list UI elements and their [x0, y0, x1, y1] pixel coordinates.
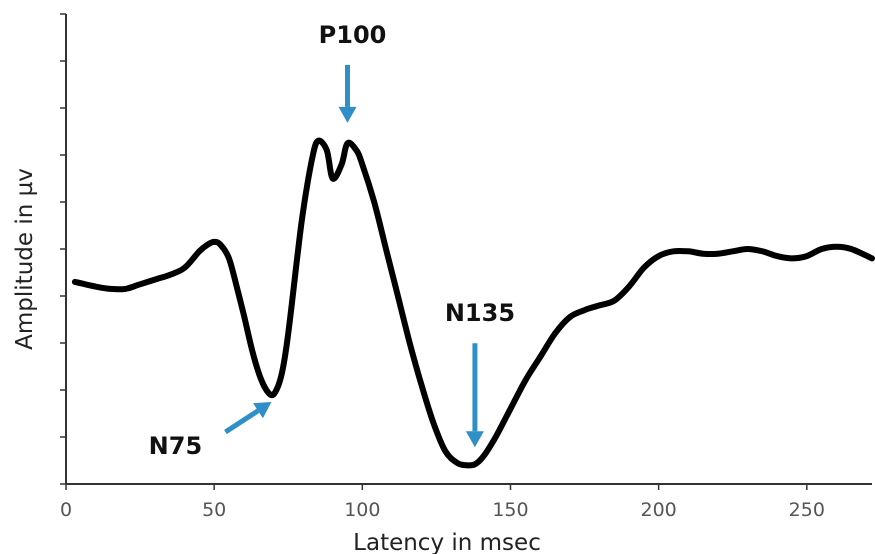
x-tick-label: 100 [344, 499, 380, 521]
peak-label-p100: P100 [319, 21, 387, 49]
x-axis-title: Latency in msec [353, 530, 541, 554]
arrow-shaft [224, 408, 260, 435]
peak-label-n135: N135 [445, 299, 515, 327]
arrow-head [253, 402, 272, 419]
x-tick-label: 150 [492, 499, 528, 521]
x-tick-label: 200 [641, 499, 677, 521]
annotation-p100: P100 [319, 21, 387, 123]
annotations: P100 N75 N135 [149, 21, 515, 460]
x-tick-labels: 0 50 100 150 200 250 [60, 499, 825, 521]
y-ticks [60, 13, 66, 485]
x-ticks [65, 484, 808, 490]
x-tick-label: 250 [789, 499, 825, 521]
annotation-n75: N75 [149, 402, 272, 460]
arrow-head [338, 106, 357, 123]
arrow-head [465, 431, 484, 448]
y-axis-title: Amplitude in µv [12, 168, 38, 350]
peak-label-n75: N75 [149, 432, 202, 460]
waveform-line [71, 137, 875, 469]
annotation-n135: N135 [445, 299, 515, 448]
x-tick-label: 50 [202, 499, 226, 521]
x-tick-label: 0 [60, 499, 72, 521]
